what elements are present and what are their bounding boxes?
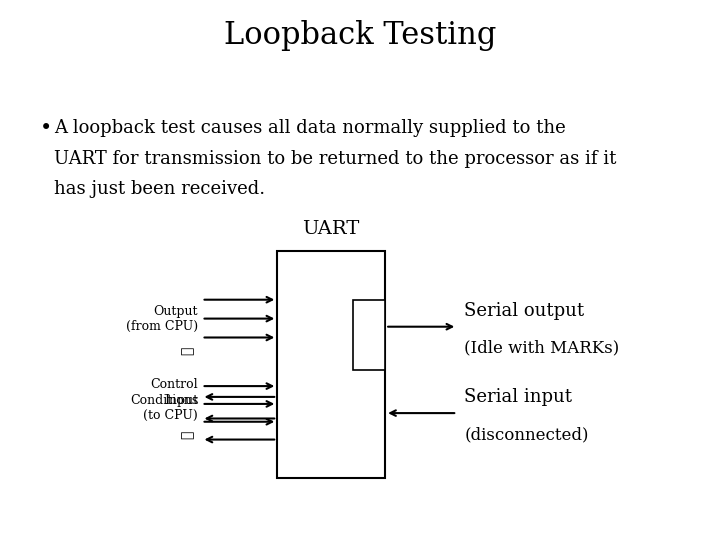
Text: ⋯: ⋯ bbox=[180, 347, 194, 355]
Text: Loopback Testing: Loopback Testing bbox=[224, 19, 496, 51]
Text: (disconnected): (disconnected) bbox=[464, 426, 589, 443]
Text: •: • bbox=[40, 119, 52, 138]
Text: (Idle with MARKs): (Idle with MARKs) bbox=[464, 340, 620, 357]
Text: Input
(to CPU): Input (to CPU) bbox=[143, 394, 198, 422]
FancyBboxPatch shape bbox=[277, 251, 385, 478]
Text: Conditions: Conditions bbox=[130, 394, 198, 407]
Text: has just been received.: has just been received. bbox=[54, 180, 265, 198]
Text: Control: Control bbox=[150, 378, 198, 391]
Text: Output
(from CPU): Output (from CPU) bbox=[126, 305, 198, 333]
Text: Serial output: Serial output bbox=[464, 301, 585, 320]
Text: ⋯: ⋯ bbox=[180, 430, 194, 439]
Text: UART for transmission to be returned to the processor as if it: UART for transmission to be returned to … bbox=[54, 150, 616, 167]
Text: Serial input: Serial input bbox=[464, 388, 572, 406]
Text: UART: UART bbox=[302, 220, 360, 239]
Text: A loopback test causes all data normally supplied to the: A loopback test causes all data normally… bbox=[54, 119, 566, 137]
FancyBboxPatch shape bbox=[353, 300, 385, 370]
